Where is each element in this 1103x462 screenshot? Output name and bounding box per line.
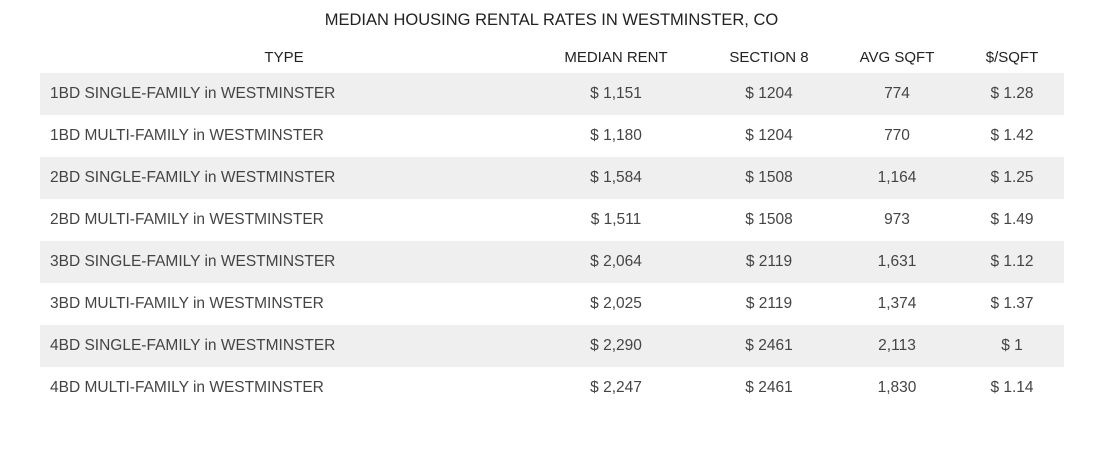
section-8-cell: $ 1204 [704, 73, 834, 115]
type-cell: 1BD MULTI-FAMILY in WESTMINSTER [50, 127, 324, 144]
section-8-cell: $ 1204 [745, 127, 793, 144]
column-header-section-8: SECTION 8 [729, 49, 809, 66]
type-cell: 4BD MULTI-FAMILY in WESTMINSTER [50, 379, 324, 396]
price-per-sqft-cell: $ 1.42 [990, 127, 1034, 144]
price-per-sqft-cell: $ 1.14 [990, 379, 1034, 396]
avg-sqft-cell: 1,164 [834, 157, 960, 199]
median-rent-cell: $ 1,151 [528, 73, 704, 115]
median-rent-cell: $ 1,584 [528, 157, 704, 199]
avg-sqft-cell: 770 [884, 127, 910, 144]
type-cell: 4BD SINGLE-FAMILY in WESTMINSTER [40, 325, 528, 367]
median-rent-cell: $ 2,064 [528, 241, 704, 283]
median-rent-cell: $ 2,247 [590, 379, 642, 396]
avg-sqft-cell: 774 [834, 73, 960, 115]
avg-sqft-cell: 1,374 [877, 295, 917, 312]
avg-sqft-cell: 1,830 [877, 379, 917, 396]
column-header-price-per-sqft: $/SQFT [985, 49, 1039, 66]
type-cell: 2BD SINGLE-FAMILY in WESTMINSTER [40, 157, 528, 199]
price-per-sqft-cell: $ 1.49 [990, 211, 1034, 228]
price-per-sqft-cell: $ 1.25 [960, 157, 1064, 199]
type-cell: 3BD SINGLE-FAMILY in WESTMINSTER [40, 241, 528, 283]
header-row: TYPE MEDIAN RENT SECTION 8 AVG SQFT $/SQ… [40, 42, 1064, 73]
avg-sqft-cell: 973 [884, 211, 910, 228]
median-rent-cell: $ 2,025 [590, 295, 642, 312]
table-title: MEDIAN HOUSING RENTAL RATES IN WESTMINST… [324, 11, 779, 29]
section-8-cell: $ 2119 [704, 241, 834, 283]
price-per-sqft-cell: $ 1 [960, 325, 1064, 367]
price-per-sqft-cell: $ 1.12 [960, 241, 1064, 283]
price-per-sqft-cell: $ 1.37 [990, 295, 1034, 312]
table-row: 2BD SINGLE-FAMILY in WESTMINSTER $ 1,584… [40, 157, 1064, 199]
avg-sqft-cell: 2,113 [834, 325, 960, 367]
median-rent-cell: $ 1,511 [590, 211, 642, 228]
section-8-cell: $ 1508 [745, 211, 793, 228]
type-cell: 3BD MULTI-FAMILY in WESTMINSTER [50, 295, 324, 312]
table-row: 4BD SINGLE-FAMILY in WESTMINSTER $ 2,290… [40, 325, 1064, 367]
column-header-avg-sqft: AVG SQFT [859, 49, 935, 66]
median-rent-cell: $ 1,180 [590, 127, 642, 144]
table-row: 2BD MULTI-FAMILY in WESTMINSTER $ 1,511 … [40, 199, 1064, 241]
section-8-cell: $ 2119 [745, 295, 793, 312]
median-rent-cell: $ 2,290 [528, 325, 704, 367]
table-row: 3BD SINGLE-FAMILY in WESTMINSTER $ 2,064… [40, 241, 1064, 283]
table-row: 4BD MULTI-FAMILY in WESTMINSTER $ 2,247 … [40, 367, 1064, 409]
table-row: 1BD MULTI-FAMILY in WESTMINSTER $ 1,180 … [40, 115, 1064, 157]
avg-sqft-cell: 1,631 [834, 241, 960, 283]
column-header-type: TYPE [264, 49, 304, 66]
type-cell: 2BD MULTI-FAMILY in WESTMINSTER [50, 211, 324, 228]
table-row: 3BD MULTI-FAMILY in WESTMINSTER $ 2,025 … [40, 283, 1064, 325]
type-cell: 1BD SINGLE-FAMILY in WESTMINSTER [40, 73, 528, 115]
section-8-cell: $ 2461 [704, 325, 834, 367]
price-per-sqft-cell: $ 1.28 [960, 73, 1064, 115]
table-row: 1BD SINGLE-FAMILY in WESTMINSTER $ 1,151… [40, 73, 1064, 115]
rental-rates-table: TYPE MEDIAN RENT SECTION 8 AVG SQFT $/SQ… [40, 42, 1064, 409]
section-8-cell: $ 2461 [745, 379, 793, 396]
section-8-cell: $ 1508 [704, 157, 834, 199]
column-header-median-rent: MEDIAN RENT [564, 49, 668, 66]
